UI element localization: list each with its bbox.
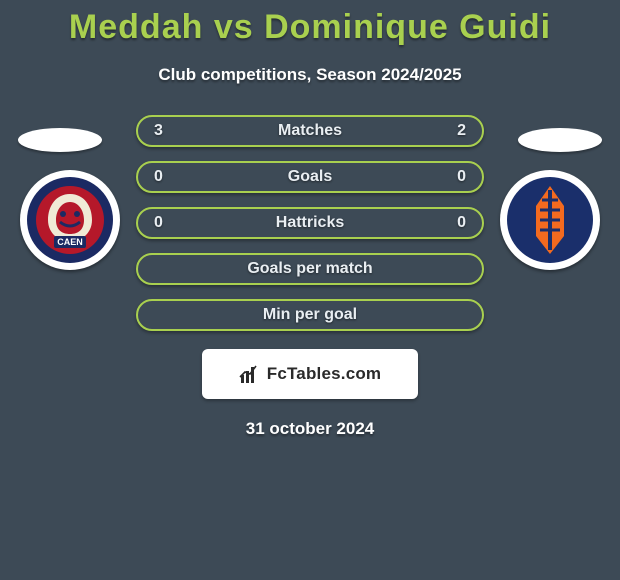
player-left-name-oval bbox=[18, 128, 102, 152]
page-title: Meddah vs Dominique Guidi bbox=[0, 0, 620, 47]
stat-label: Min per goal bbox=[263, 306, 357, 324]
stat-row: 0 Hattricks 0 bbox=[136, 207, 484, 239]
stat-left-value: 3 bbox=[154, 122, 174, 140]
stat-row: 0 Goals 0 bbox=[136, 161, 484, 193]
stat-right-value: 2 bbox=[446, 122, 466, 140]
club-crest-right bbox=[500, 170, 600, 270]
stat-row: 3 Matches 2 bbox=[136, 115, 484, 147]
bar-chart-icon bbox=[239, 363, 261, 385]
stat-left-value: 0 bbox=[154, 214, 174, 232]
stat-label: Goals per match bbox=[247, 260, 372, 278]
player-right-name-oval bbox=[518, 128, 602, 152]
club-crest-left: CAEN bbox=[20, 170, 120, 270]
stat-left-value: 0 bbox=[154, 168, 174, 186]
stat-right-value: 0 bbox=[446, 214, 466, 232]
stat-label: Matches bbox=[278, 122, 342, 140]
crest-left-label: CAEN bbox=[57, 237, 83, 247]
caen-crest-icon: CAEN bbox=[26, 176, 114, 264]
stat-label: Hattricks bbox=[276, 214, 344, 232]
watermark: FcTables.com bbox=[202, 349, 418, 399]
stat-right-value: 0 bbox=[446, 168, 466, 186]
stat-label: Goals bbox=[288, 168, 332, 186]
tappara-crest-icon bbox=[506, 176, 594, 264]
stat-row: Min per goal bbox=[136, 299, 484, 331]
stat-row: Goals per match bbox=[136, 253, 484, 285]
date-text: 31 october 2024 bbox=[0, 419, 620, 439]
watermark-text: FcTables.com bbox=[267, 364, 382, 384]
page-subtitle: Club competitions, Season 2024/2025 bbox=[0, 65, 620, 85]
